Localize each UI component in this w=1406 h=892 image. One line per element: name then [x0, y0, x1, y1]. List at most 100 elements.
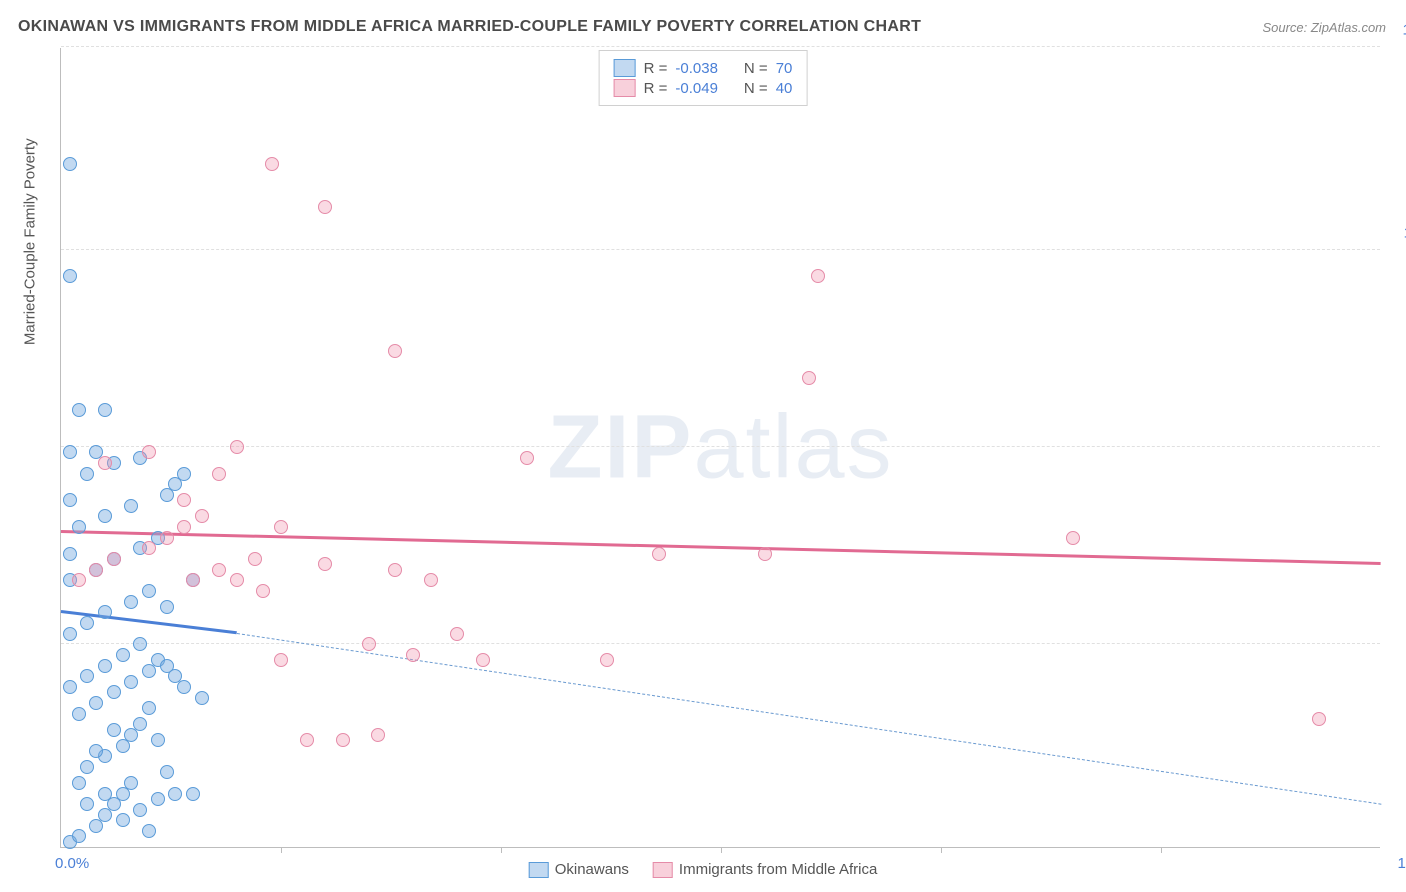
- data-point: [72, 573, 86, 587]
- plot-area: ZIPatlas 3.8%7.5%11.2%15.0%0.0%15.0%: [60, 48, 1380, 848]
- data-point: [195, 509, 209, 523]
- data-point: [177, 467, 191, 481]
- data-point: [72, 403, 86, 417]
- data-point: [151, 733, 165, 747]
- data-point: [142, 824, 156, 838]
- data-point: [72, 707, 86, 721]
- data-point: [107, 552, 121, 566]
- data-point: [107, 723, 121, 737]
- data-point: [124, 675, 138, 689]
- xtick-mark: [721, 847, 722, 853]
- swatch-blue: [614, 59, 636, 77]
- xtick-mark: [941, 847, 942, 853]
- data-point: [388, 344, 402, 358]
- data-point: [98, 456, 112, 470]
- data-point: [388, 563, 402, 577]
- data-point: [72, 829, 86, 843]
- data-point: [63, 269, 77, 283]
- data-point: [80, 467, 94, 481]
- data-point: [600, 653, 614, 667]
- legend-item-okinawans: Okinawans: [529, 861, 629, 878]
- data-point: [142, 541, 156, 555]
- data-point: [98, 509, 112, 523]
- data-point: [1066, 531, 1080, 545]
- gridline-h: [61, 249, 1380, 250]
- data-point: [450, 627, 464, 641]
- data-point: [63, 157, 77, 171]
- data-point: [1312, 712, 1326, 726]
- data-point: [72, 520, 86, 534]
- chart-container: OKINAWAN VS IMMIGRANTS FROM MIDDLE AFRIC…: [0, 0, 1406, 892]
- data-point: [186, 573, 200, 587]
- data-point: [116, 813, 130, 827]
- data-point: [80, 669, 94, 683]
- data-point: [133, 717, 147, 731]
- data-point: [160, 531, 174, 545]
- data-point: [230, 440, 244, 454]
- data-point: [124, 595, 138, 609]
- gridline-h: [61, 446, 1380, 447]
- data-point: [98, 605, 112, 619]
- data-point: [142, 701, 156, 715]
- data-point: [212, 467, 226, 481]
- data-point: [195, 691, 209, 705]
- source-attribution: Source: ZipAtlas.com: [1262, 20, 1386, 35]
- data-point: [802, 371, 816, 385]
- data-point: [362, 637, 376, 651]
- data-point: [80, 760, 94, 774]
- chart-title: OKINAWAN VS IMMIGRANTS FROM MIDDLE AFRIC…: [18, 18, 921, 36]
- data-point: [186, 787, 200, 801]
- data-point: [424, 573, 438, 587]
- legend-row-okinawans: R = -0.038 N = 70: [614, 59, 793, 77]
- gridline-h: [61, 46, 1380, 47]
- data-point: [98, 659, 112, 673]
- data-point: [476, 653, 490, 667]
- data-point: [652, 547, 666, 561]
- data-point: [63, 493, 77, 507]
- data-point: [98, 403, 112, 417]
- data-point: [124, 499, 138, 513]
- data-point: [63, 627, 77, 641]
- data-point: [133, 803, 147, 817]
- legend-correlation: R = -0.038 N = 70 R = -0.049 N = 40: [599, 50, 808, 106]
- watermark: ZIPatlas: [547, 396, 893, 499]
- data-point: [63, 445, 77, 459]
- xtick-mark: [1161, 847, 1162, 853]
- data-point: [80, 616, 94, 630]
- data-point: [758, 547, 772, 561]
- legend-series: Okinawans Immigrants from Middle Africa: [529, 861, 878, 878]
- data-point: [89, 744, 103, 758]
- data-point: [89, 563, 103, 577]
- data-point: [89, 696, 103, 710]
- data-point: [160, 765, 174, 779]
- data-point: [371, 728, 385, 742]
- swatch-pink: [614, 79, 636, 97]
- data-point: [160, 600, 174, 614]
- data-point: [406, 648, 420, 662]
- data-point: [212, 563, 226, 577]
- data-point: [336, 733, 350, 747]
- data-point: [168, 787, 182, 801]
- data-point: [98, 787, 112, 801]
- data-point: [177, 520, 191, 534]
- data-point: [318, 557, 332, 571]
- data-point: [107, 685, 121, 699]
- data-point: [177, 493, 191, 507]
- data-point: [80, 797, 94, 811]
- xtick-mark: [281, 847, 282, 853]
- data-point: [142, 584, 156, 598]
- data-point: [142, 445, 156, 459]
- data-point: [274, 520, 288, 534]
- data-point: [63, 680, 77, 694]
- data-point: [133, 637, 147, 651]
- y-axis-label: Married-Couple Family Poverty: [22, 138, 39, 345]
- data-point: [265, 157, 279, 171]
- data-point: [124, 776, 138, 790]
- data-point: [248, 552, 262, 566]
- data-point: [72, 776, 86, 790]
- data-point: [811, 269, 825, 283]
- data-point: [520, 451, 534, 465]
- data-point: [300, 733, 314, 747]
- data-point: [116, 648, 130, 662]
- data-point: [230, 573, 244, 587]
